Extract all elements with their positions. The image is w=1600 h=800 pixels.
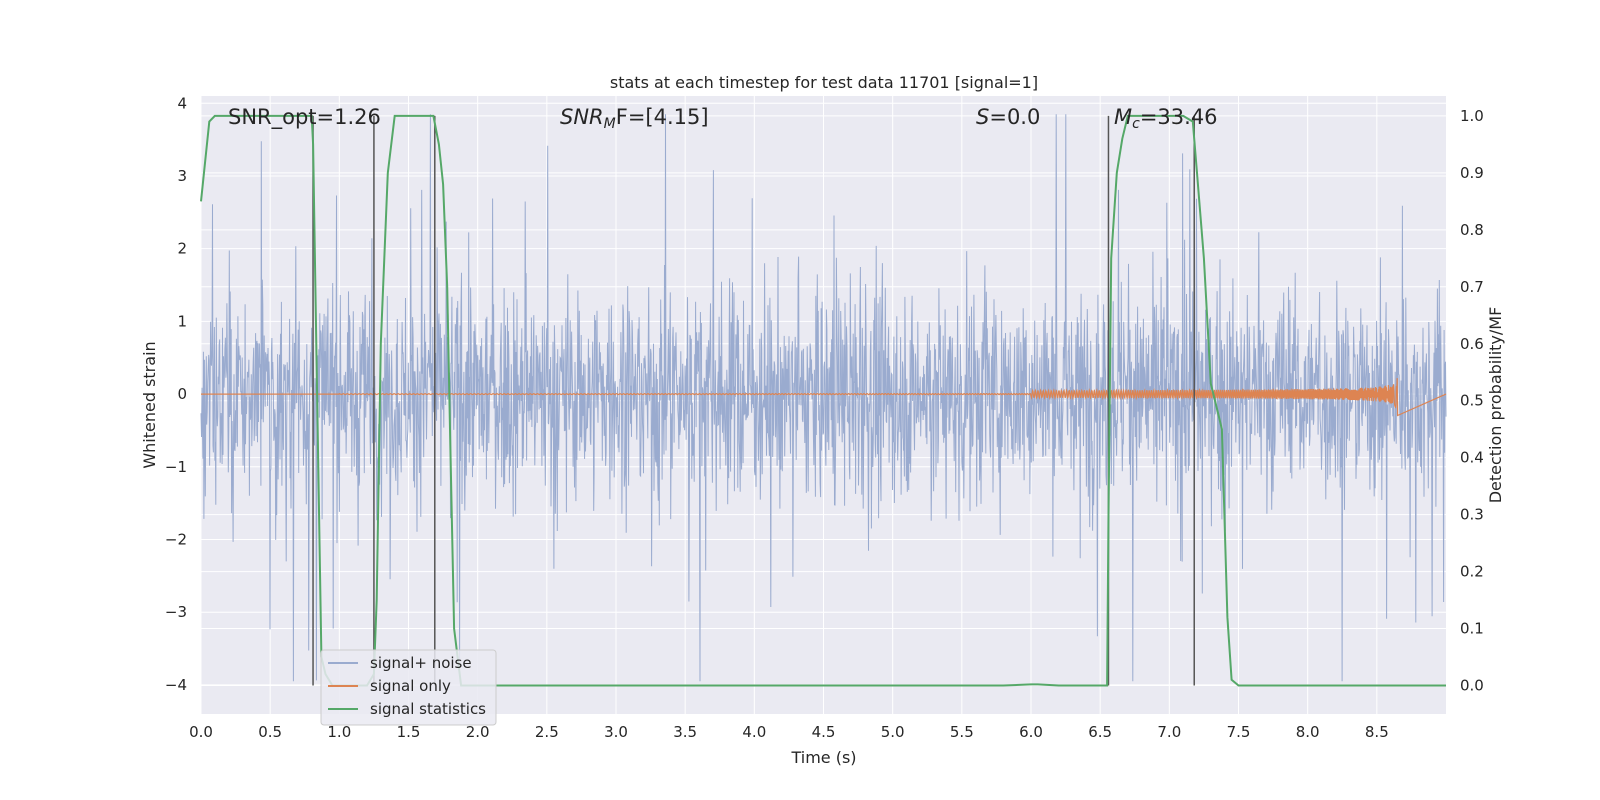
y-left-tick-label: 0 <box>177 385 187 403</box>
x-tick-label: 5.5 <box>950 723 974 741</box>
x-tick-label: 7.5 <box>1227 723 1251 741</box>
y-left-tick-label: −2 <box>165 531 187 549</box>
signal-only-series <box>201 378 1447 417</box>
x-tick-label: 5.0 <box>881 723 905 741</box>
y-right-tick-label: 0.6 <box>1460 335 1484 353</box>
x-axis-label: Time (s) <box>790 748 856 767</box>
x-tick-label: 2.0 <box>466 723 490 741</box>
x-tick-label: 1.5 <box>397 723 421 741</box>
y-right-tick-label: 0.4 <box>1460 449 1484 467</box>
y-right-tick-labels: 0.0 0.1 0.2 0.3 0.4 0.5 0.6 0.7 0.8 0.9 1.0 <box>1460 107 1484 695</box>
legend-stats-label: signal statistics <box>370 700 486 718</box>
y-right-tick-label: 0.5 <box>1460 392 1484 410</box>
y-left-tick-label: 3 <box>177 167 187 185</box>
y-left-axis-label: Whitened strain <box>140 341 159 468</box>
legend-noise-label: signal+ noise <box>370 654 472 672</box>
x-tick-label: 7.0 <box>1157 723 1181 741</box>
x-tick-label: 6.0 <box>1019 723 1043 741</box>
annotation-snr-opt: SNR_opt=1.26 <box>228 105 381 130</box>
y-right-tick-label: 0.7 <box>1460 278 1484 296</box>
y-right-tick-label: 0.0 <box>1460 677 1484 695</box>
y-left-tick-label: −1 <box>165 458 187 476</box>
y-right-tick-label: 0.2 <box>1460 563 1484 581</box>
y-right-axis-label: Detection probability/MF <box>1486 307 1505 504</box>
x-tick-labels: 0.0 0.5 1.0 1.5 2.0 2.5 3.0 3.5 4.0 4.5 5.0 5.5 6.0 6… <box>189 723 1389 741</box>
y-left-tick-label: −3 <box>165 603 187 621</box>
legend-box <box>320 649 497 726</box>
x-tick-label: 1.0 <box>327 723 351 741</box>
legend: signal+ noise signal only signal statist… <box>320 649 497 726</box>
x-tick-label: 2.5 <box>535 723 559 741</box>
x-tick-label: 0.5 <box>258 723 282 741</box>
signal-only-line <box>201 378 1447 417</box>
y-left-tick-labels: −4 −3 −2 −1 0 1 2 3 4 <box>165 94 187 694</box>
annotation-mc: Mc=33.46 <box>1114 105 1218 132</box>
x-tick-label: 4.5 <box>812 723 836 741</box>
annotation-s: S=0.0 <box>976 105 1040 129</box>
chart-title: stats at each timestep for test data 117… <box>610 73 1038 92</box>
x-tick-label: 3.5 <box>673 723 697 741</box>
signal-noise-line <box>200 114 1447 682</box>
x-tick-label: 8.5 <box>1365 723 1389 741</box>
vertical-markers <box>312 115 1195 686</box>
x-tick-label: 4.0 <box>742 723 766 741</box>
y-left-tick-label: 4 <box>177 94 187 112</box>
y-left-tick-label: −4 <box>165 676 187 694</box>
y-left-tick-label: 1 <box>177 312 187 330</box>
y-right-tick-label: 1.0 <box>1460 107 1484 125</box>
legend-signal-label: signal only <box>370 677 451 695</box>
y-right-tick-label: 0.8 <box>1460 221 1484 239</box>
x-tick-label: 6.5 <box>1088 723 1112 741</box>
annotation-snr-mf: SNRMF=[4.15] <box>560 105 709 132</box>
x-tick-label: 0.0 <box>189 723 213 741</box>
y-right-tick-label: 0.3 <box>1460 506 1484 524</box>
y-right-tick-label: 0.1 <box>1460 620 1484 638</box>
x-tick-label: 8.0 <box>1296 723 1320 741</box>
signal-noise-series <box>200 114 1447 682</box>
x-tick-label: 3.0 <box>604 723 628 741</box>
y-right-tick-label: 0.9 <box>1460 164 1484 182</box>
y-left-tick-label: 2 <box>177 240 187 258</box>
